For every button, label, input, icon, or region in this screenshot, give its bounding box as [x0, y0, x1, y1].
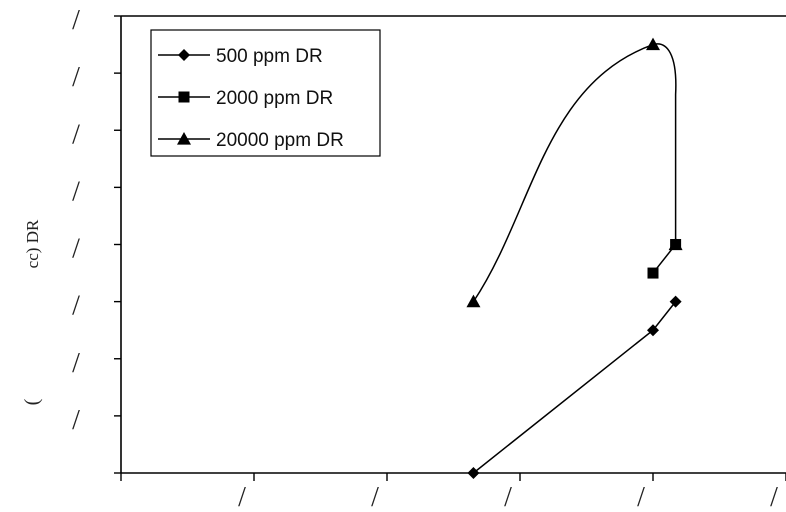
legend-label-500-ppm-dr: 500 ppm DR [216, 46, 323, 67]
y-tick-label: / [72, 176, 80, 207]
legend-marker-20000-ppm-dr [177, 132, 191, 145]
legend: 500 ppm DR 2000 ppm DR 20000 ppm DR [150, 29, 381, 157]
x-tick-label: / [637, 482, 645, 512]
ticks [114, 15, 786, 481]
y-tick-label: / [72, 291, 80, 322]
data-point-20000-ppm-dr [466, 294, 481, 308]
series-line-20000-ppm-dr [472, 43, 677, 303]
data-point-500-ppm-dr [467, 467, 480, 479]
x-tick-label: / [504, 482, 512, 512]
y-tick-label: / [72, 5, 80, 36]
y-tick-label: / [72, 62, 80, 93]
legend-marker-500-ppm-dr [178, 49, 190, 61]
legend-marker-2000-ppm-dr [178, 91, 190, 103]
data-point-500-ppm-dr [647, 324, 659, 337]
x-tick-label: / [238, 482, 246, 512]
x-tick-label: / [770, 482, 778, 512]
side-mark: ( [21, 398, 43, 405]
data-point-500-ppm-dr [669, 295, 682, 308]
y-axis-label: cc) DR [23, 219, 42, 268]
x-tick-label: / [371, 482, 379, 512]
tick-labels: ////////////// [72, 5, 778, 512]
data-point-20000-ppm-dr [668, 237, 683, 251]
y-tick-label: / [72, 119, 80, 150]
y-tick-label: / [72, 234, 80, 265]
y-tick-label: / [72, 405, 80, 436]
series-markers [466, 37, 683, 479]
y-tick-label: / [72, 348, 80, 379]
data-point-20000-ppm-dr [646, 37, 660, 51]
series-lines [472, 43, 677, 474]
data-point-2000-ppm-dr [647, 267, 659, 279]
legend-label-2000-ppm-dr: 2000 ppm DR [216, 88, 333, 109]
series-line-500-ppm-dr [472, 301, 677, 474]
legend-label-20000-ppm-dr: 20000 ppm DR [216, 130, 344, 151]
